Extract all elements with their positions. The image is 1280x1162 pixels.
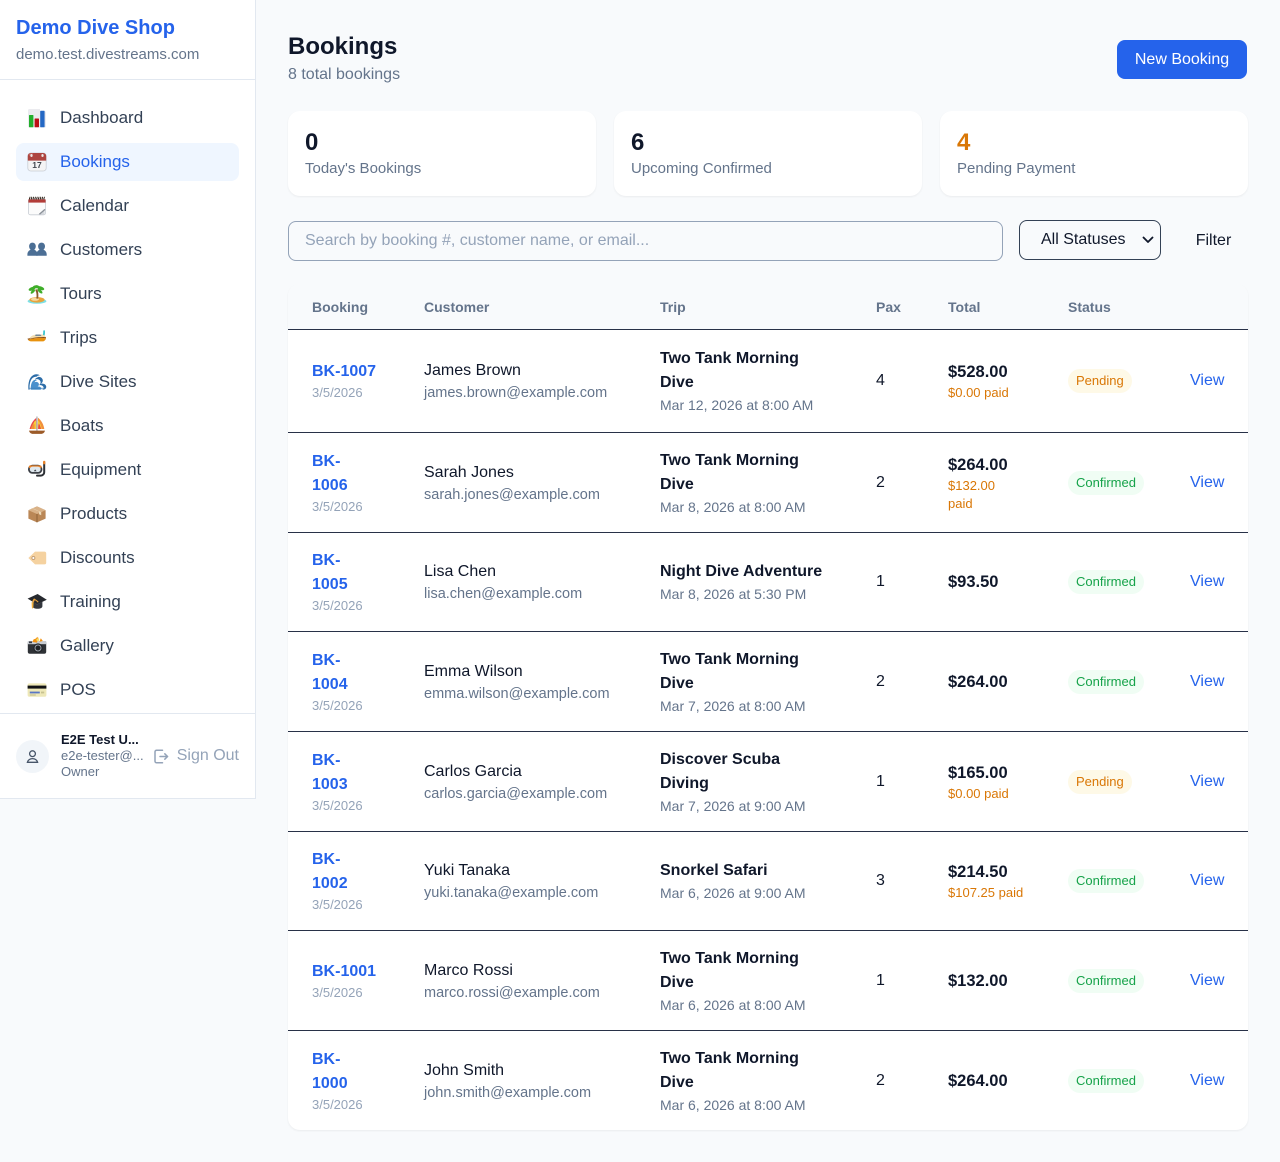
svg-text:17: 17 [32, 160, 42, 170]
